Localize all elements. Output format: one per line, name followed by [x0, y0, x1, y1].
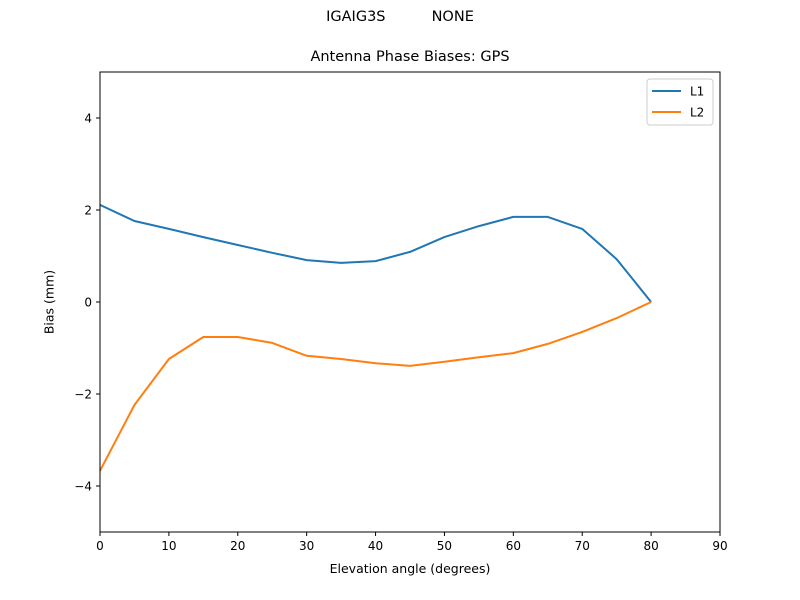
plot-frame — [99, 71, 721, 533]
series-line-l2 — [99, 301, 652, 472]
x-tick-label: 30 — [299, 539, 314, 553]
y-tick-label: −2 — [74, 388, 92, 402]
legend-label-l1: L1 — [690, 85, 704, 99]
chart-title: Antenna Phase Biases: GPS — [310, 49, 510, 65]
y-tick-label: −4 — [74, 480, 92, 494]
legend-label-l2: L2 — [690, 106, 704, 120]
y-tick-label: 2 — [84, 204, 92, 218]
x-tick-label: 40 — [368, 539, 383, 553]
plot-lines — [99, 203, 652, 472]
y-tick-label: 0 — [84, 296, 92, 310]
x-tick-label: 0 — [96, 539, 104, 553]
x-axis-label: Elevation angle (degrees) — [329, 561, 491, 576]
x-tick-label: 90 — [712, 539, 727, 553]
x-tick-label: 50 — [437, 539, 452, 553]
series-line-l1 — [99, 203, 652, 303]
figure-suptitle: IGAIG3S NONE — [326, 9, 474, 25]
x-tick-label: 60 — [506, 539, 521, 553]
legend: L1 L2 — [646, 78, 714, 126]
x-tick-label: 70 — [575, 539, 590, 553]
x-axis-ticks: 0 10 20 30 40 50 60 70 80 90 — [96, 532, 728, 553]
x-tick-label: 80 — [643, 539, 658, 553]
y-axis-ticks: −4 −2 0 2 4 — [74, 112, 100, 494]
x-tick-label: 20 — [230, 539, 245, 553]
x-tick-label: 10 — [161, 539, 176, 553]
y-tick-label: 4 — [84, 112, 92, 126]
